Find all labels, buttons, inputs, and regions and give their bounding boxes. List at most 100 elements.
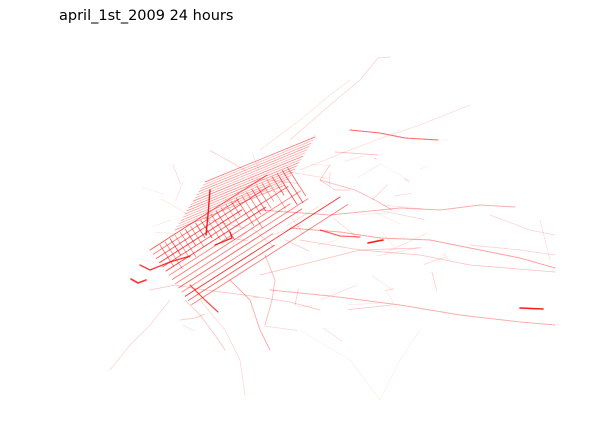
trip-trace <box>252 154 260 171</box>
trip-trace <box>251 227 274 247</box>
trip-trace <box>348 302 379 306</box>
trip-trace <box>379 329 421 401</box>
trip-trace <box>164 241 183 270</box>
trip-trace <box>264 254 276 326</box>
trip-trace <box>311 164 331 166</box>
trip-trace <box>299 329 381 401</box>
trip-trace <box>188 162 300 208</box>
trip-trace <box>169 238 181 256</box>
trip-trace <box>404 178 410 183</box>
trip-trace <box>230 201 241 216</box>
trip-trace <box>334 151 379 156</box>
trip-trace <box>141 186 165 195</box>
trip-trace <box>319 164 351 191</box>
trip-trace <box>200 143 312 189</box>
trip-trace <box>175 182 184 201</box>
trip-trace <box>155 232 177 234</box>
trip-trace <box>299 104 471 171</box>
trip-trace <box>271 224 304 236</box>
trip-trace <box>159 209 243 264</box>
trip-trace <box>214 231 233 246</box>
trip-trace <box>139 255 191 271</box>
trip-trace <box>174 184 286 231</box>
trip-trace <box>357 164 381 179</box>
trip-trace <box>386 291 399 312</box>
trip-trace <box>184 299 226 351</box>
trip-trace <box>381 210 425 220</box>
trip-trace <box>179 232 197 258</box>
trip-trace <box>214 214 241 231</box>
trip-trace <box>323 327 343 342</box>
trip-trace <box>185 229 197 246</box>
trip-trace <box>246 191 262 215</box>
trip-trace <box>367 239 384 244</box>
trip-trace <box>236 239 248 241</box>
trip-trace <box>182 171 294 218</box>
trip-trace <box>329 171 331 186</box>
trip-trace <box>165 206 267 272</box>
trip-trace <box>381 204 423 210</box>
trip-trace <box>287 206 319 226</box>
trip-trace <box>134 258 161 263</box>
trip-trace <box>220 207 232 224</box>
trip-trace <box>373 157 377 160</box>
trip-trace <box>320 285 357 300</box>
trip-trace <box>276 173 298 205</box>
trip-trace <box>194 152 306 199</box>
trip-trace <box>225 204 241 228</box>
trip-trace <box>175 198 309 285</box>
trip-trace <box>371 184 388 201</box>
trip-trace <box>251 188 267 212</box>
trip-trace <box>317 239 336 246</box>
trip-trace <box>361 212 390 215</box>
trip-trace <box>266 179 286 209</box>
trip-trace <box>202 217 245 229</box>
trip-trace <box>229 279 271 351</box>
trip-trace <box>189 284 219 313</box>
trip-trace <box>181 233 274 293</box>
trip-trace <box>280 171 282 191</box>
trip-trace <box>209 150 246 171</box>
trip-trace <box>376 246 423 257</box>
trip-trace <box>382 231 396 249</box>
trip-trace <box>152 219 171 227</box>
trip-trace <box>349 129 439 141</box>
trip-trace <box>284 239 310 252</box>
trip-trace <box>130 278 147 284</box>
trip-trace <box>299 239 556 273</box>
trip-trace <box>149 284 321 311</box>
trip-trace <box>190 225 204 247</box>
trip-trace <box>489 214 556 236</box>
trip-trace <box>384 233 427 253</box>
trip-trace <box>274 222 281 243</box>
trip-trace <box>371 275 394 291</box>
trip-trace <box>241 194 263 229</box>
trip-trace <box>271 176 285 196</box>
trip-trace <box>176 181 288 228</box>
trip-trace <box>184 196 341 297</box>
trip-trace <box>195 222 206 239</box>
trip-trace <box>253 296 259 299</box>
trip-trace <box>172 164 181 184</box>
trip-trace <box>431 271 437 292</box>
trip-trace <box>259 204 516 216</box>
trip-trace <box>171 203 291 280</box>
trip-trace <box>379 163 410 181</box>
trip-trace <box>255 178 299 184</box>
trip-trace <box>348 304 393 310</box>
trip-trace <box>539 219 551 261</box>
trip-trace <box>232 232 247 245</box>
trip-trace <box>261 182 275 202</box>
trip-trace <box>469 244 556 256</box>
trip-trace <box>333 218 359 239</box>
trip-trace <box>168 190 301 276</box>
trip-trace <box>423 256 446 265</box>
trip-trace <box>250 176 264 195</box>
trip-trace <box>319 179 393 211</box>
trip-trace <box>259 79 351 151</box>
trip-trace <box>152 198 240 255</box>
trip-trace <box>269 289 556 326</box>
trip-trace <box>297 134 316 152</box>
trip-trace <box>375 212 402 225</box>
